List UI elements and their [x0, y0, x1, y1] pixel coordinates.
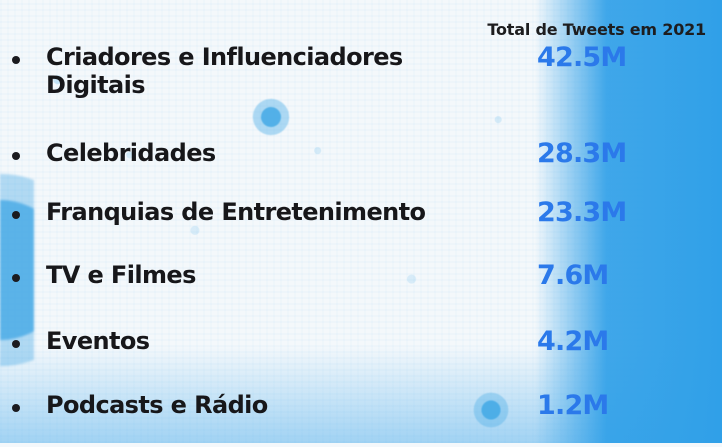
paint-splash-left — [0, 120, 34, 420]
paint-splash-bottom — [470, 392, 512, 428]
list-item: Franquias de Entretenimento 23.3M — [12, 198, 712, 254]
list-item: Criadores e Influenciadores Digitais 42.5… — [12, 43, 712, 99]
chart-header: Total de Tweets em 2021 — [487, 20, 706, 39]
list-item-label: Eventos — [46, 327, 150, 355]
paint-splash-center — [243, 92, 299, 142]
list-item: TV e Filmes 7.6M — [12, 261, 712, 317]
list-item-label: Criadores e Influenciadores Digitais — [46, 43, 403, 99]
list-item-value: 7.6M — [537, 260, 609, 291]
list-item-label: TV e Filmes — [46, 261, 196, 289]
bullet-icon — [12, 274, 20, 282]
list-item: Celebridades 28.3M — [12, 139, 712, 195]
list-item-label: Celebridades — [46, 139, 216, 167]
list-item-value: 1.2M — [537, 390, 609, 421]
list-item-value: 4.2M — [537, 326, 609, 357]
bullet-icon — [12, 152, 20, 160]
bullet-icon — [12, 340, 20, 348]
bullet-icon — [12, 56, 20, 64]
list-item-value: 23.3M — [537, 197, 627, 228]
list-item-value: 42.5M — [537, 42, 627, 73]
list-item-label: Franquias de Entretenimento — [46, 198, 426, 226]
list-item: Eventos 4.2M — [12, 327, 712, 383]
list-item-label: Podcasts e Rádio — [46, 391, 268, 419]
list-item: Podcasts e Rádio 1.2M — [12, 391, 712, 447]
list-item-value: 28.3M — [537, 138, 627, 169]
bullet-icon — [12, 211, 20, 219]
bullet-icon — [12, 404, 20, 412]
